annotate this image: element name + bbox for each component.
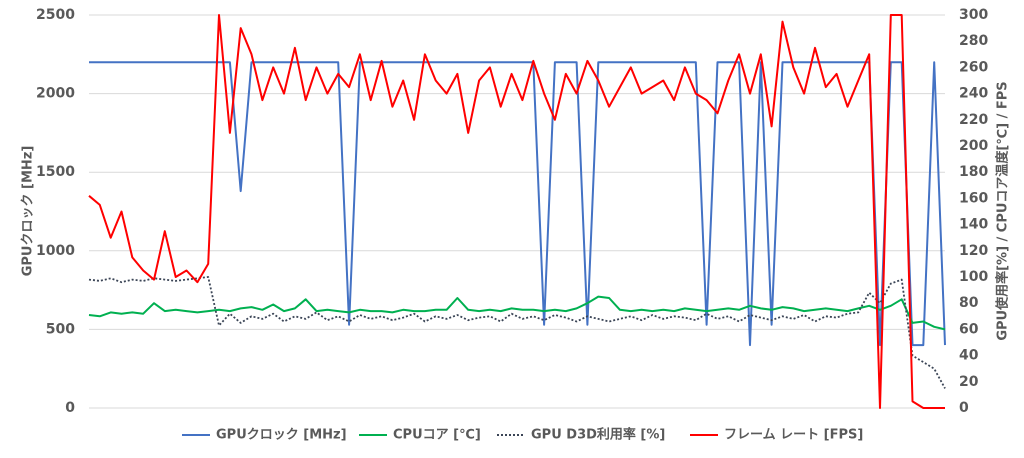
y2-tick-label: 140 <box>959 217 988 233</box>
y-tick-label: 500 <box>46 321 75 337</box>
y2-tick-label: 220 <box>959 112 988 128</box>
y2-tick-label: 300 <box>959 7 988 23</box>
y2-tick-label: 60 <box>959 321 979 337</box>
y-tick-label: 1000 <box>36 243 75 259</box>
series-line <box>88 295 946 331</box>
y-tick-label: 2500 <box>36 7 75 23</box>
y2-tick-label: 0 <box>959 400 969 416</box>
legend-label: GPU D3D利用率 [%] <box>531 427 665 443</box>
y2-tick-label: 40 <box>959 348 979 364</box>
legend-label: フレーム レート [FPS] <box>724 428 863 443</box>
y2-tick-label: 100 <box>959 269 988 285</box>
series-line <box>88 14 945 409</box>
y2-tick-label: 280 <box>959 33 988 49</box>
y2-tick-label: 200 <box>959 138 988 154</box>
y2-tick-label: 240 <box>959 86 988 102</box>
y2-axis-title: GPU使用率[%] / CPUコア温度[℃] / FPS <box>995 81 1011 340</box>
y2-tick-label: 160 <box>959 190 988 206</box>
y2-tick-label: 180 <box>959 164 988 180</box>
y2-tick-label: 20 <box>959 374 979 390</box>
y2-tick-label: 80 <box>959 295 979 311</box>
series-line <box>89 61 946 347</box>
y-tick-label: 1500 <box>36 164 75 180</box>
series-line <box>88 276 946 389</box>
y2-tick-label: 260 <box>959 59 988 75</box>
y-axis-title: GPUクロック [MHz] <box>21 146 36 277</box>
y-tick-label: 0 <box>65 400 75 416</box>
y2-tick-label: 120 <box>959 243 988 259</box>
y-tick-label: 2000 <box>36 86 75 102</box>
legend-label: GPUクロック [MHz] <box>216 428 347 443</box>
legend-label: CPUコア [℃] <box>393 428 481 443</box>
